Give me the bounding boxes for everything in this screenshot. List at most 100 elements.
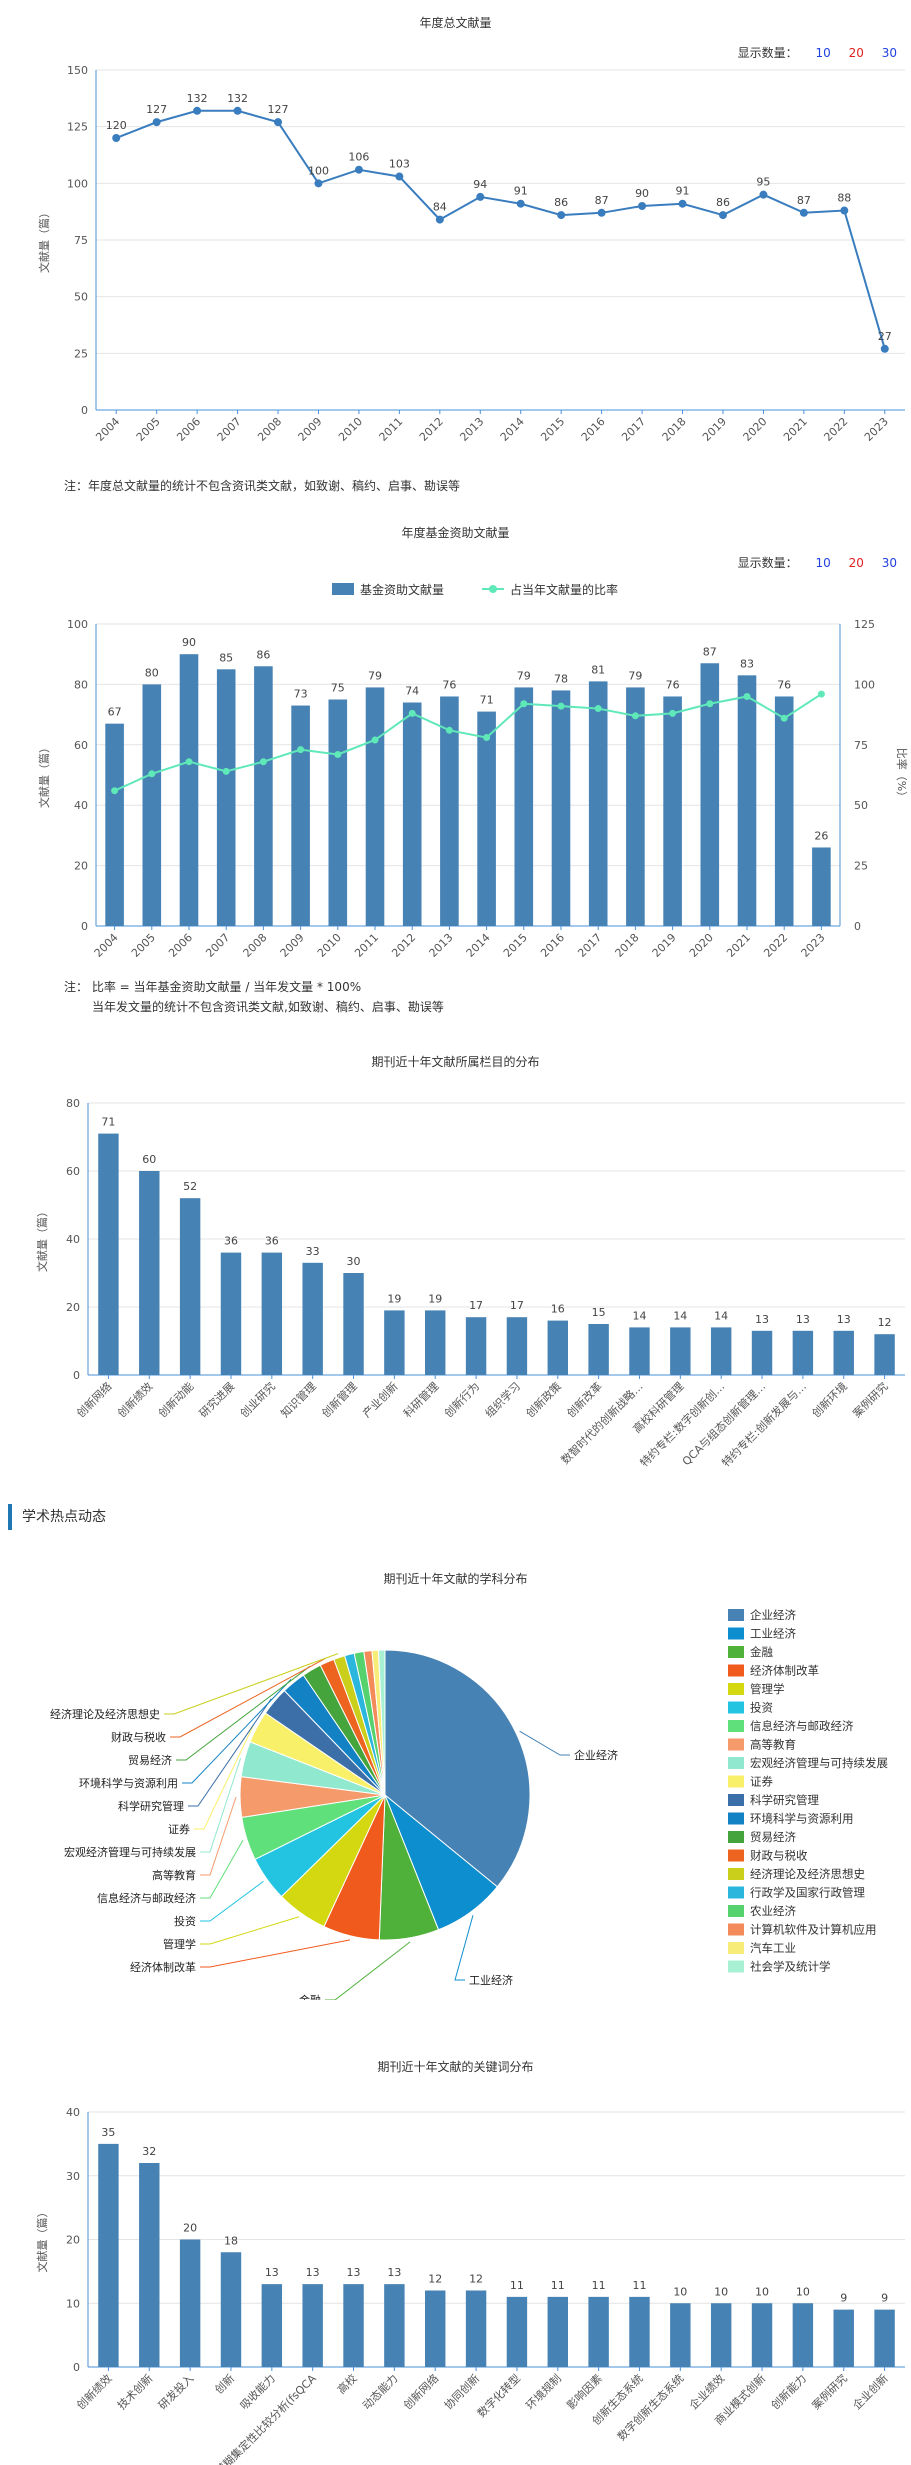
- x-tick-label: 创新政策: [523, 1379, 564, 1420]
- x-tick-label: 数智时代的创新战略…: [558, 1379, 646, 1467]
- bar-value-label: 13: [837, 1313, 851, 1326]
- legend-swatch: [728, 1923, 744, 1936]
- data-label: 87: [797, 194, 811, 207]
- ratio-point: [817, 690, 825, 698]
- bar-value-label: 11: [592, 2279, 606, 2292]
- x-tick-label: 2010: [336, 415, 365, 444]
- bar: [465, 2290, 487, 2367]
- x-tick-label: 2014: [498, 415, 527, 444]
- x-tick-label: 2010: [315, 931, 344, 960]
- legend-swatch: [728, 1905, 744, 1917]
- x-tick-label: 2008: [255, 415, 284, 444]
- bar: [220, 1252, 242, 1375]
- data-label: 132: [187, 92, 208, 105]
- x-tick-label: 企业创新: [850, 2371, 891, 2412]
- y2-tick-label: 125: [854, 618, 875, 631]
- bar: [142, 684, 162, 926]
- x-tick-label: 2004: [92, 931, 121, 960]
- bar-value-label: 85: [219, 651, 233, 664]
- pie-callout-line: [200, 1916, 300, 1945]
- pie-callout-line: [454, 1915, 474, 1981]
- pie-slice-label: 工业经济: [469, 1973, 513, 1987]
- y-tick-label: 0: [73, 2361, 80, 2374]
- x-tick-label: 2011: [377, 415, 406, 444]
- bar: [629, 2296, 650, 2367]
- data-label: 91: [676, 185, 690, 198]
- legend-swatch: [728, 1627, 744, 1640]
- bar-value-label: 19: [387, 1292, 401, 1305]
- ratio-point: [669, 709, 677, 717]
- x-tick-label: 2006: [174, 415, 203, 444]
- x-tick-label: 2005: [134, 415, 163, 444]
- data-point: [597, 208, 606, 217]
- legend-label: 高等教育: [750, 1738, 796, 1752]
- bar: [670, 2303, 691, 2367]
- legend-swatch: [728, 1886, 744, 1899]
- bar-value-label: 12: [428, 2273, 442, 2286]
- data-label: 100: [308, 164, 329, 177]
- bar: [302, 1262, 323, 1375]
- count-option-20[interactable]: 20: [848, 46, 864, 60]
- y2-tick-label: 0: [854, 920, 861, 933]
- ratio-point: [520, 700, 528, 708]
- x-tick-label: 研究进展: [196, 1379, 237, 1420]
- count-option-30[interactable]: 30: [881, 556, 897, 570]
- chart2-count-selector: 显示数量： 10 20 30: [738, 554, 897, 571]
- y-tick-label: 25: [74, 347, 88, 360]
- ratio-line: [114, 693, 822, 792]
- x-tick-label: 2017: [619, 415, 648, 444]
- data-label: 120: [106, 119, 127, 132]
- bar-value-label: 10: [714, 2285, 728, 2298]
- chart1-line-chart: 0 25 50 75 100 125 150 文献量（篇） 2004 2005 2006 2007 20…: [37, 64, 905, 444]
- ratio-point: [743, 692, 751, 700]
- bar-value-label: 11: [551, 2279, 565, 2292]
- legend-swatch: [728, 1831, 744, 1843]
- legend-swatch: [728, 1683, 744, 1695]
- bar-value-label: 87: [703, 645, 717, 658]
- chart2-note-line2: 当年发文量的统计不包含资讯类文献,如致谢、稿约、启事、勘误等: [92, 1000, 444, 1014]
- data-label: 95: [756, 176, 770, 189]
- ratio-point: [334, 750, 342, 758]
- pie-callout-line: [194, 1724, 254, 1830]
- pie-slice-label: 管理学: [163, 1937, 196, 1951]
- x-tick-label: 创新绩效: [74, 2371, 115, 2412]
- x-tick-label: 案例研究: [850, 1379, 891, 1420]
- x-tick-label: 2009: [296, 415, 325, 444]
- bar: [254, 666, 273, 926]
- bar: [588, 681, 608, 926]
- x-tick-label: 协同创新: [441, 2371, 482, 2412]
- bar: [179, 654, 199, 926]
- bar: [812, 847, 831, 926]
- pie-callout-line: [176, 1666, 310, 1761]
- ratio-point: [297, 746, 305, 754]
- bar: [179, 2239, 201, 2367]
- chart4-title: 期刊近十年文献的学科分布: [383, 1572, 528, 1586]
- bar: [588, 1324, 609, 1375]
- bar-value-label: 19: [428, 1292, 442, 1305]
- count-option-10[interactable]: 10: [815, 46, 831, 60]
- legend-label: 投资: [750, 1701, 773, 1715]
- pie-callout-line: [325, 1941, 411, 2000]
- x-tick-label: 2007: [203, 931, 232, 960]
- x-tick-label: 创新行为: [441, 1379, 482, 1420]
- bar-value-label: 9: [840, 2292, 847, 2305]
- bar-value-label: 76: [666, 678, 680, 691]
- legend-label: 证券: [750, 1775, 773, 1789]
- count-option-10[interactable]: 10: [815, 556, 831, 570]
- count-option-20[interactable]: 20: [848, 556, 864, 570]
- x-tick-label: 2020: [741, 415, 770, 444]
- bar-value-label: 16: [551, 1303, 565, 1316]
- y-tick-label: 20: [66, 2234, 80, 2247]
- legend-label-bar: 基金资助文献量: [360, 582, 444, 597]
- pie-slice-label: 信息经济与邮政经济: [97, 1891, 196, 1905]
- chart3-bar-chart: 0 20 40 60 80 文献量（篇） 71 60 52 36 36 33 30 19 19 17 17 16 1…: [35, 1097, 905, 1470]
- bar-value-label: 20: [183, 2222, 197, 2235]
- data-point: [314, 179, 323, 188]
- x-tick-label: 创业研究: [237, 1379, 278, 1420]
- legend-label: 工业经济: [750, 1627, 796, 1641]
- y2-tick-label: 100: [854, 678, 875, 691]
- bar-value-label: 73: [294, 688, 308, 701]
- count-option-30[interactable]: 30: [881, 46, 897, 60]
- pie-slice: [384, 1649, 531, 1888]
- x-tick-label: 2018: [613, 931, 642, 960]
